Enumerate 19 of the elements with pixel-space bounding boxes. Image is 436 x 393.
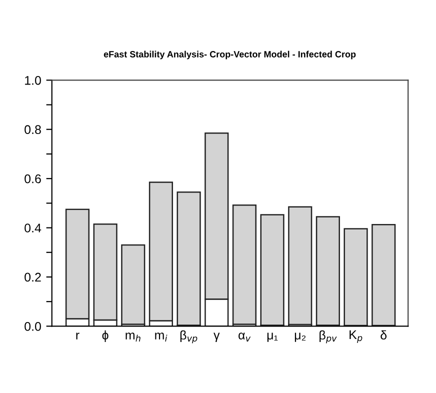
y-tick-label: 1.0 bbox=[25, 76, 41, 85]
x-tick-label: μ₂ bbox=[294, 332, 306, 342]
y-tick-label: 0.6 bbox=[24, 174, 41, 184]
x-tick-label: β$_{vp}$ bbox=[180, 330, 198, 344]
x-tick-label: m$_{i}$ bbox=[155, 332, 168, 342]
y-tick-label: 0.4 bbox=[24, 224, 42, 232]
x-tick-label: μ₁ bbox=[267, 332, 278, 342]
chart-title: eFast Stability Analysis- Crop-Vector Model - Infected Crop bbox=[104, 50, 356, 60]
x-tick-label: γ bbox=[214, 332, 220, 342]
x-tick-label: m$_{h}$ bbox=[126, 332, 140, 342]
y-tick-label: 0.0 bbox=[24, 322, 41, 331]
x-tick-label: K$_{p}$ bbox=[350, 330, 362, 343]
x-tick-label: α$_{v}$ bbox=[238, 332, 251, 342]
y-tick-label: 0.2 bbox=[24, 272, 41, 282]
x-tick-label: ϕ bbox=[102, 330, 108, 342]
y-tick-label: 0.8 bbox=[24, 125, 41, 134]
x-tick-label: δ bbox=[380, 330, 387, 340]
x-tick-label: β$_{pv}$ bbox=[320, 330, 337, 344]
x-tick-label: r bbox=[76, 332, 80, 340]
